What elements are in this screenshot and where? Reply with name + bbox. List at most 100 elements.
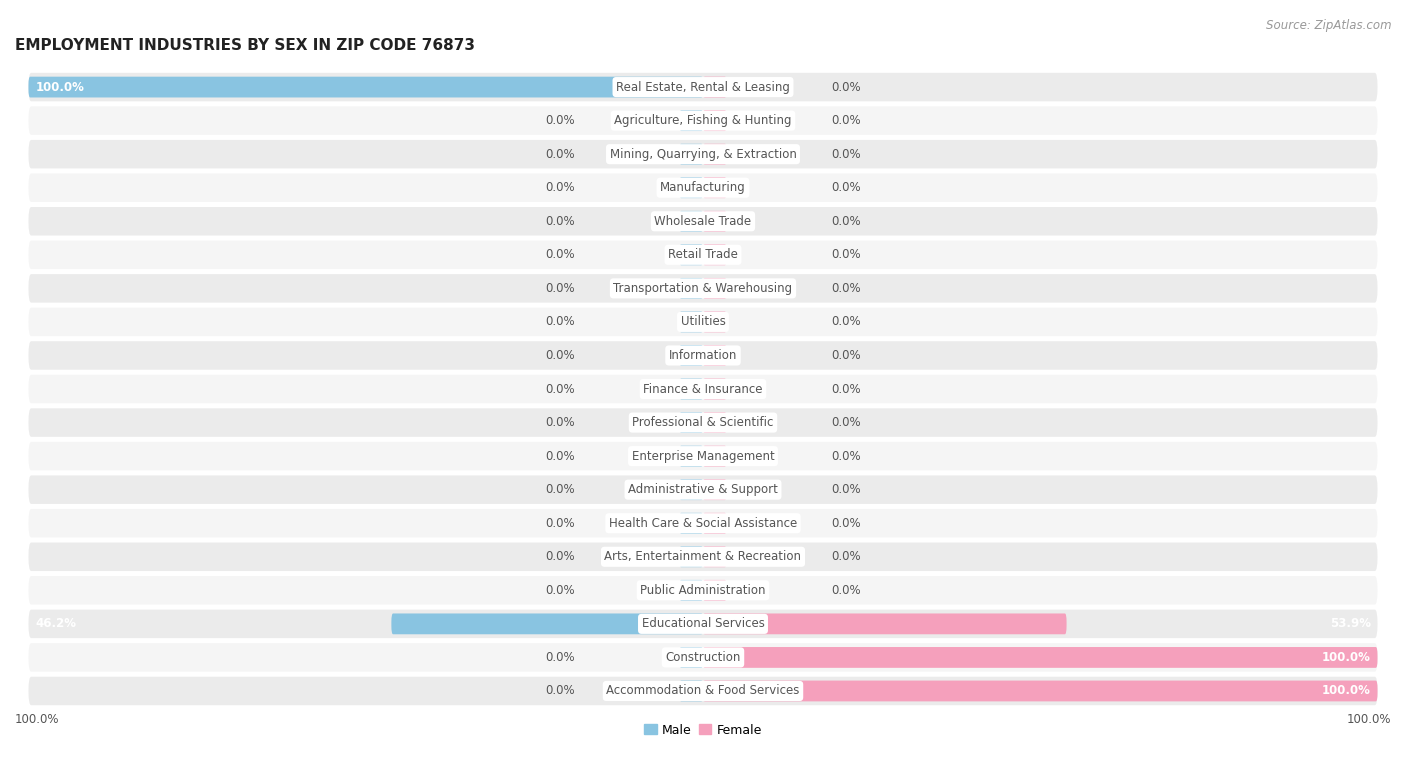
Text: Utilities: Utilities [681, 315, 725, 328]
FancyBboxPatch shape [28, 408, 1378, 437]
FancyBboxPatch shape [703, 647, 1378, 668]
FancyBboxPatch shape [703, 211, 727, 232]
FancyBboxPatch shape [679, 445, 703, 466]
Text: 0.0%: 0.0% [546, 483, 575, 496]
FancyBboxPatch shape [28, 307, 1378, 336]
FancyBboxPatch shape [28, 274, 1378, 303]
Text: 0.0%: 0.0% [546, 517, 575, 530]
FancyBboxPatch shape [703, 144, 727, 165]
Text: 0.0%: 0.0% [546, 651, 575, 664]
FancyBboxPatch shape [679, 211, 703, 232]
Text: 100.0%: 100.0% [1322, 651, 1371, 664]
Text: 0.0%: 0.0% [546, 315, 575, 328]
Text: Construction: Construction [665, 651, 741, 664]
FancyBboxPatch shape [28, 442, 1378, 470]
FancyBboxPatch shape [28, 241, 1378, 269]
Text: 0.0%: 0.0% [831, 517, 860, 530]
Text: 0.0%: 0.0% [831, 114, 860, 127]
Text: 0.0%: 0.0% [831, 182, 860, 194]
Text: 0.0%: 0.0% [546, 684, 575, 698]
Text: 0.0%: 0.0% [546, 584, 575, 597]
FancyBboxPatch shape [679, 480, 703, 500]
FancyBboxPatch shape [28, 106, 1378, 135]
FancyBboxPatch shape [28, 341, 1378, 369]
Text: Finance & Insurance: Finance & Insurance [644, 383, 762, 396]
FancyBboxPatch shape [703, 278, 727, 299]
FancyBboxPatch shape [703, 379, 727, 400]
FancyBboxPatch shape [703, 311, 727, 332]
FancyBboxPatch shape [679, 379, 703, 400]
Text: 46.2%: 46.2% [35, 618, 76, 630]
FancyBboxPatch shape [703, 445, 727, 466]
FancyBboxPatch shape [28, 576, 1378, 605]
FancyBboxPatch shape [679, 311, 703, 332]
Text: 0.0%: 0.0% [831, 383, 860, 396]
Text: 0.0%: 0.0% [546, 282, 575, 295]
Text: 0.0%: 0.0% [546, 349, 575, 362]
FancyBboxPatch shape [679, 178, 703, 198]
FancyBboxPatch shape [703, 110, 727, 131]
Text: Mining, Quarrying, & Extraction: Mining, Quarrying, & Extraction [610, 147, 796, 161]
Text: 100.0%: 100.0% [15, 713, 59, 726]
FancyBboxPatch shape [703, 77, 727, 98]
Text: 0.0%: 0.0% [831, 483, 860, 496]
FancyBboxPatch shape [703, 178, 727, 198]
Text: Public Administration: Public Administration [640, 584, 766, 597]
Text: 0.0%: 0.0% [831, 550, 860, 563]
Text: 0.0%: 0.0% [546, 550, 575, 563]
Text: 0.0%: 0.0% [831, 282, 860, 295]
Text: 0.0%: 0.0% [831, 449, 860, 462]
Text: EMPLOYMENT INDUSTRIES BY SEX IN ZIP CODE 76873: EMPLOYMENT INDUSTRIES BY SEX IN ZIP CODE… [15, 38, 475, 54]
Text: 0.0%: 0.0% [831, 81, 860, 94]
FancyBboxPatch shape [703, 681, 1378, 702]
Text: Source: ZipAtlas.com: Source: ZipAtlas.com [1267, 19, 1392, 33]
FancyBboxPatch shape [28, 643, 1378, 672]
Legend: Male, Female: Male, Female [641, 720, 765, 740]
FancyBboxPatch shape [28, 677, 1378, 705]
Text: Health Care & Social Assistance: Health Care & Social Assistance [609, 517, 797, 530]
Text: 0.0%: 0.0% [831, 315, 860, 328]
FancyBboxPatch shape [679, 110, 703, 131]
FancyBboxPatch shape [679, 546, 703, 567]
FancyBboxPatch shape [679, 278, 703, 299]
FancyBboxPatch shape [703, 513, 727, 534]
Text: Transportation & Warehousing: Transportation & Warehousing [613, 282, 793, 295]
Text: Real Estate, Rental & Leasing: Real Estate, Rental & Leasing [616, 81, 790, 94]
FancyBboxPatch shape [679, 244, 703, 265]
Text: 0.0%: 0.0% [831, 248, 860, 262]
Text: 0.0%: 0.0% [546, 147, 575, 161]
Text: Educational Services: Educational Services [641, 618, 765, 630]
FancyBboxPatch shape [703, 580, 727, 601]
Text: 0.0%: 0.0% [546, 215, 575, 228]
Text: Retail Trade: Retail Trade [668, 248, 738, 262]
Text: Enterprise Management: Enterprise Management [631, 449, 775, 462]
Text: Accommodation & Food Services: Accommodation & Food Services [606, 684, 800, 698]
FancyBboxPatch shape [679, 412, 703, 433]
Text: 100.0%: 100.0% [1347, 713, 1391, 726]
Text: 0.0%: 0.0% [831, 147, 860, 161]
FancyBboxPatch shape [703, 244, 727, 265]
FancyBboxPatch shape [679, 345, 703, 365]
Text: 0.0%: 0.0% [546, 449, 575, 462]
Text: Agriculture, Fishing & Hunting: Agriculture, Fishing & Hunting [614, 114, 792, 127]
Text: 0.0%: 0.0% [831, 215, 860, 228]
FancyBboxPatch shape [28, 73, 1378, 102]
FancyBboxPatch shape [28, 476, 1378, 504]
FancyBboxPatch shape [679, 144, 703, 165]
Text: 100.0%: 100.0% [1322, 684, 1371, 698]
FancyBboxPatch shape [28, 174, 1378, 202]
FancyBboxPatch shape [679, 681, 703, 702]
Text: Information: Information [669, 349, 737, 362]
Text: 0.0%: 0.0% [831, 416, 860, 429]
FancyBboxPatch shape [679, 513, 703, 534]
Text: 0.0%: 0.0% [546, 416, 575, 429]
Text: 0.0%: 0.0% [831, 584, 860, 597]
FancyBboxPatch shape [28, 77, 703, 98]
FancyBboxPatch shape [703, 480, 727, 500]
FancyBboxPatch shape [28, 509, 1378, 538]
FancyBboxPatch shape [28, 207, 1378, 236]
Text: Manufacturing: Manufacturing [661, 182, 745, 194]
Text: 0.0%: 0.0% [546, 248, 575, 262]
FancyBboxPatch shape [703, 345, 727, 365]
FancyBboxPatch shape [28, 542, 1378, 571]
